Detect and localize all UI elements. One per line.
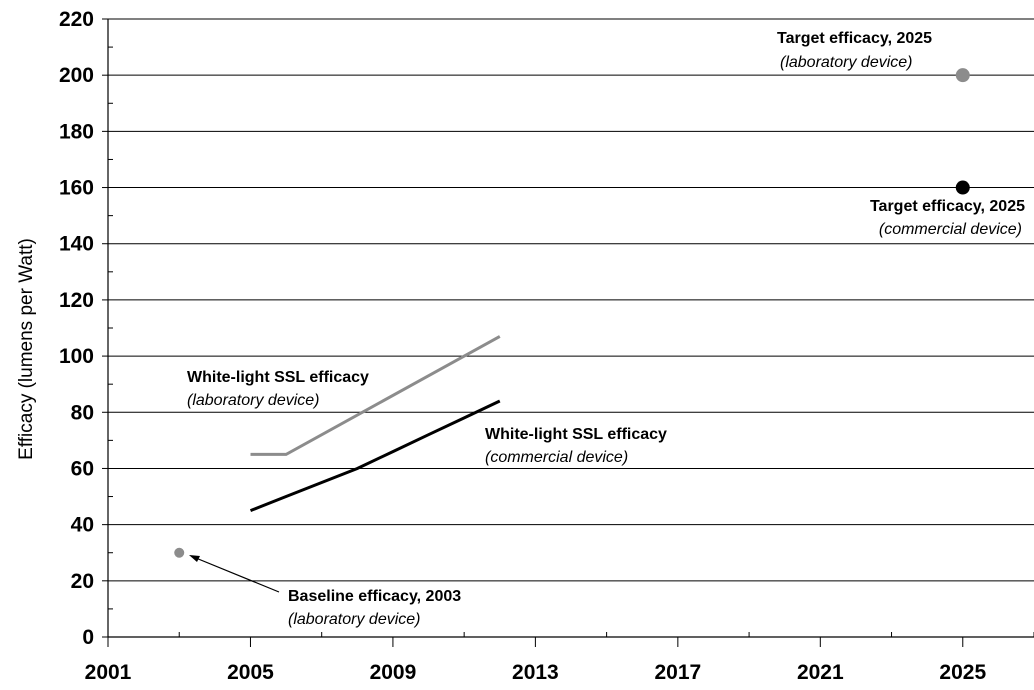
annotation-commercial-series-subtitle: (commercial device) bbox=[485, 449, 628, 466]
y-tick-label-0: 0 bbox=[82, 626, 94, 649]
x-tick-label-2013: 2013 bbox=[512, 661, 559, 684]
annotation-lab-series-subtitle: (laboratory device) bbox=[187, 392, 320, 409]
annotation-baseline-title: Baseline efficacy, 2003 bbox=[288, 588, 461, 605]
y-axis-ticks: 0 20 40 60 80 100 120 140 160 180 200 220 bbox=[59, 8, 113, 649]
annotation-lab-series: White-light SSL efficacy (laboratory dev… bbox=[187, 369, 369, 409]
baseline-point bbox=[174, 547, 185, 558]
x-tick-label-2025: 2025 bbox=[939, 661, 986, 684]
gridlines bbox=[108, 18, 1034, 582]
x-tick-label-2017: 2017 bbox=[654, 661, 701, 684]
lab-efficacy-line bbox=[250, 335, 501, 456]
annotation-lab-series-title: White-light SSL efficacy bbox=[187, 369, 369, 386]
annotation-commercial-series: White-light SSL efficacy (commercial dev… bbox=[485, 426, 667, 466]
y-tick-label-40: 40 bbox=[71, 514, 94, 537]
annotation-target-commercial-title: Target efficacy, 2025 bbox=[870, 198, 1025, 215]
annotation-baseline-subtitle: (laboratory device) bbox=[288, 611, 421, 628]
annotation-target-commercial-subtitle: (commercial device) bbox=[879, 221, 1022, 238]
target-lab-point bbox=[955, 68, 970, 83]
y-tick-label-120: 120 bbox=[59, 289, 94, 312]
annotation-commercial-series-title: White-light SSL efficacy bbox=[485, 426, 667, 443]
annotation-baseline: Baseline efficacy, 2003 (laboratory devi… bbox=[189, 555, 461, 628]
commercial-efficacy-line bbox=[249, 399, 501, 512]
x-tick-label-2009: 2009 bbox=[370, 661, 417, 684]
y-tick-label-160: 160 bbox=[59, 177, 94, 200]
baseline-arrow-line bbox=[190, 555, 280, 593]
x-tick-label-2021: 2021 bbox=[797, 661, 844, 684]
target-commercial-point bbox=[955, 180, 970, 195]
y-tick-label-180: 180 bbox=[59, 120, 94, 143]
annotation-target-commercial: Target efficacy, 2025 (commercial device… bbox=[870, 198, 1025, 238]
series-lines bbox=[249, 335, 501, 512]
y-tick-label-80: 80 bbox=[71, 401, 94, 424]
x-tick-label-2005: 2005 bbox=[227, 661, 274, 684]
y-tick-label-20: 20 bbox=[71, 570, 94, 593]
y-tick-label-140: 140 bbox=[59, 233, 94, 256]
y-tick-label-220: 220 bbox=[59, 8, 94, 31]
x-tick-label-2001: 2001 bbox=[85, 661, 132, 684]
baseline-arrow-head bbox=[189, 555, 200, 562]
y-tick-label-100: 100 bbox=[59, 345, 94, 368]
axes bbox=[107, 19, 1034, 638]
y-tick-label-200: 200 bbox=[59, 64, 94, 87]
annotation-target-lab: Target efficacy, 2025 (laboratory device… bbox=[777, 30, 932, 71]
y-axis-title: Efficacy (lumens per Watt) bbox=[16, 238, 37, 460]
y-tick-label-60: 60 bbox=[71, 457, 94, 480]
data-points bbox=[174, 68, 970, 558]
annotation-target-lab-title: Target efficacy, 2025 bbox=[777, 30, 932, 47]
x-axis-ticks: 2001 2005 2009 2013 2017 2021 2025 bbox=[85, 632, 1034, 684]
annotation-target-lab-subtitle: (laboratory device) bbox=[780, 54, 913, 71]
